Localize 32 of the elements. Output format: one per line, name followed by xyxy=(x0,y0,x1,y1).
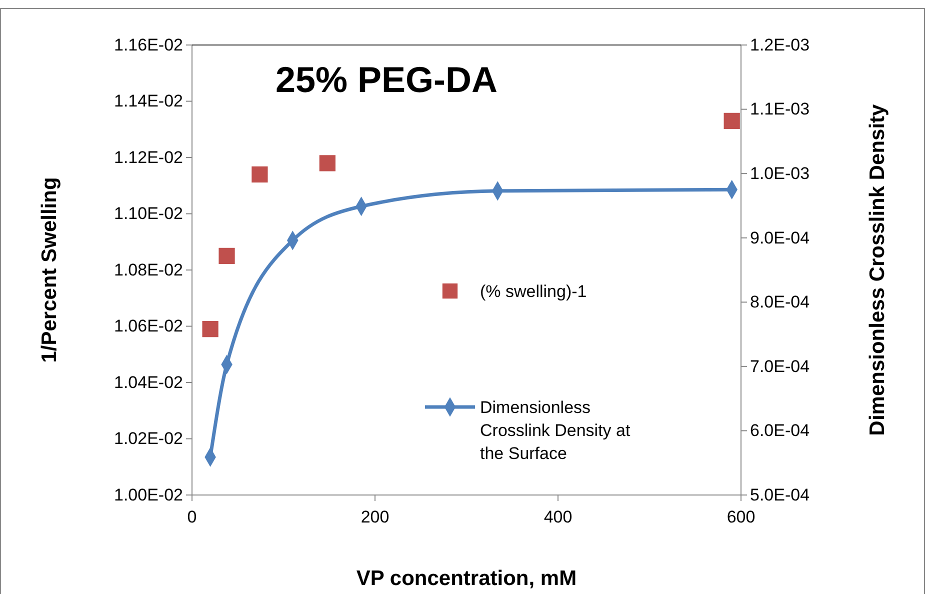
point xyxy=(252,166,268,182)
y2-axis-title: Dimensionless Crosslink Density xyxy=(866,104,889,436)
y-tick-label: 1.16E-02 xyxy=(114,35,183,54)
legend-label: (% swelling)-1 xyxy=(480,282,587,301)
y-tick-label: 1.10E-02 xyxy=(114,204,183,224)
y-axis-title: 1/Percent Swelling xyxy=(38,177,61,363)
legend-label: Dimensionless Crosslink Density at the Surface xyxy=(480,398,630,463)
y2-tick-label: 8.0E-04 xyxy=(750,292,810,312)
x-tick-label: 200 xyxy=(360,508,390,527)
x-axis-title: VP concentration, mM xyxy=(356,567,577,590)
y-tick-label: 1.04E-02 xyxy=(114,372,183,392)
y2-tick-label: 5.0E-04 xyxy=(750,485,810,504)
point xyxy=(202,321,218,338)
x-tick-label: 400 xyxy=(544,508,572,527)
y-tick-label: 1.14E-02 xyxy=(114,92,183,111)
y-tick-label: 1.00E-02 xyxy=(114,485,183,504)
x-tick-label: 600 xyxy=(726,508,756,527)
y2-tick-label: 7.0E-04 xyxy=(750,356,810,376)
point xyxy=(218,248,235,264)
y2-tick-label: 1.2E-03 xyxy=(750,35,810,54)
y-tick-label: 1.02E-02 xyxy=(114,429,183,448)
y2-tick-label: 9.0E-04 xyxy=(750,228,810,248)
point xyxy=(724,112,740,129)
chart-title: 25% PEG-DA xyxy=(275,59,498,100)
y2-tick-label: 6.0E-04 xyxy=(750,421,810,440)
y-tick-label: 1.06E-02 xyxy=(114,316,183,336)
y2-tick-label: 1.1E-03 xyxy=(750,100,810,119)
y2-tick-label: 1.0E-03 xyxy=(750,164,810,184)
y-tick-label: 1.12E-02 xyxy=(114,148,183,167)
point xyxy=(319,155,336,172)
y-tick-label: 1.08E-02 xyxy=(114,260,183,280)
x-tick-label: 0 xyxy=(187,508,197,527)
